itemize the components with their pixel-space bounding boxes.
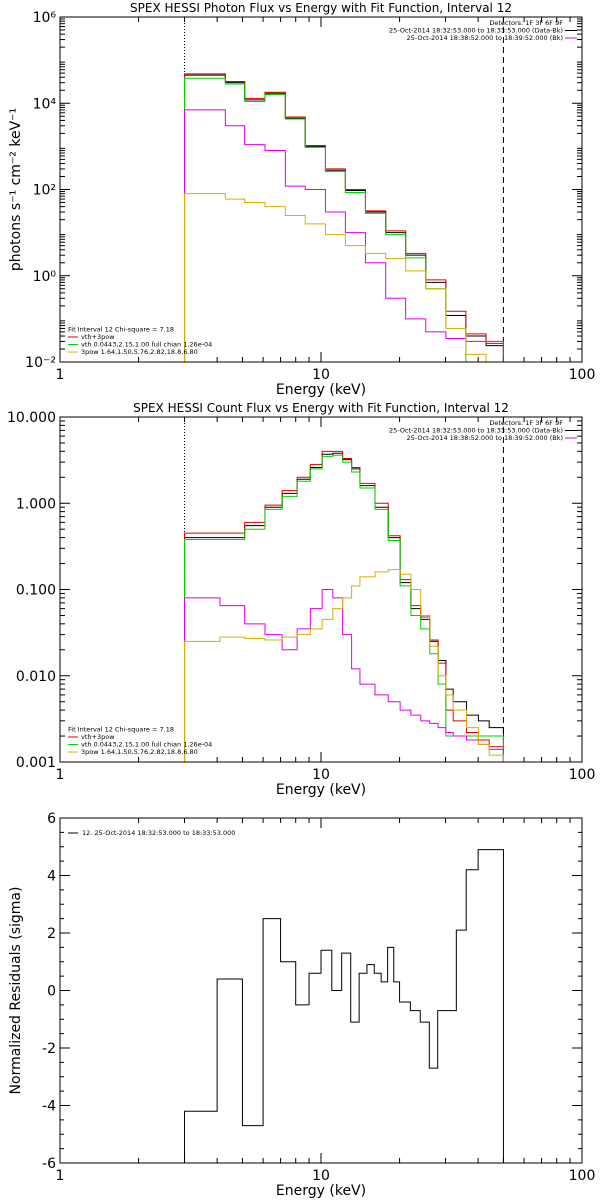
y-tick-label: -2 [42, 1041, 56, 1057]
series-2-line [184, 450, 504, 762]
x-axis-label: Energy (keV) [276, 1183, 366, 1199]
legend-entry: vth 0.0443,2.15,1.00 full chian 1.26e-04 [81, 341, 212, 349]
legend-bottom: Fit Interval 12 Chi-square = 7.18vth+3po… [68, 326, 212, 356]
x-tick-label: 1 [56, 1168, 65, 1184]
legend-bottom: Fit Interval 12 Chi-square = 7.18vth+3po… [68, 726, 212, 756]
y-tick-label: 0.001 [16, 755, 56, 771]
x-tick-label: 10 [312, 1168, 330, 1184]
y-tick-label: 4 [47, 869, 56, 885]
series-group [184, 73, 504, 362]
x-tick-label: 1 [56, 767, 65, 783]
y-axis-label: Normalized Residuals (sigma) [8, 887, 24, 1095]
legend-entry: vth+3pow [81, 333, 115, 341]
series-group [184, 849, 504, 1163]
chart-title: SPEX HESSI Count Flux vs Energy with Fit… [133, 401, 509, 415]
legend-entry: 3pow 1.64,1.50,5.76,2.82,18.8,6.80 [81, 748, 198, 756]
series-5-line [184, 569, 504, 762]
chart-panel-3: 1 10 100 -6 -4 -2 0 2 4 6 Energy (keV) Normalized R… [8, 811, 595, 1199]
x-tick-label: 1 [56, 367, 65, 383]
series-4-line [184, 109, 504, 362]
legend-entry: 12. 25-Oct-2014 18:32:53.000 to 18:33:53… [82, 829, 235, 837]
legend-entry: 25-Oct-2014 18:38:52.000 to 18:39:52.000… [407, 34, 563, 42]
y-tick-label: -4 [42, 1099, 56, 1115]
minor-ticks [60, 417, 582, 762]
series-group [184, 450, 504, 762]
y-tick-label: 0.100 [16, 583, 56, 599]
y-tick-label: 6 [47, 811, 56, 827]
legend-entry: Detectors: 1F 3F 6F 9F [489, 419, 563, 427]
x-axis-label: Energy (keV) [276, 382, 366, 398]
legend-entry: Detectors: 1F 3F 6F 9F [489, 19, 563, 27]
y-tick-label: 0.010 [16, 669, 56, 685]
y-tick-label: 0 [47, 984, 56, 1000]
y-tick-label: 1.000 [16, 496, 56, 512]
x-tick-label: 100 [569, 767, 596, 783]
x-tick-label: 10 [312, 767, 330, 783]
x-tick-label: 10 [312, 367, 330, 383]
series-1-line [184, 74, 504, 362]
legend-entry: Fit Interval 12 Chi-square = 7.18 [68, 326, 174, 334]
y-tick-label: 10⁴ [33, 96, 57, 112]
plot-frame [59, 416, 583, 763]
y-tick-label: 10⁻² [25, 355, 56, 371]
chart-title: SPEX HESSI Photon Flux vs Energy with Fi… [130, 1, 512, 15]
legend-entry: 3pow 1.64,1.50,5.76,2.82,18.8,6.80 [81, 348, 198, 356]
legend-entry: 25-Oct-2014 18:32:53.000 to 18:33:53.000… [389, 27, 563, 35]
legend-top: 12. 25-Oct-2014 18:32:53.000 to 18:33:53… [68, 829, 235, 837]
y-tick-label: 10² [33, 183, 56, 199]
series-1-line [184, 849, 504, 1163]
series-4-line [184, 589, 504, 762]
legend-entry: 25-Oct-2014 18:38:52.000 to 18:39:52.000… [407, 434, 563, 442]
series-3-line [184, 454, 504, 762]
y-tick-label: -6 [42, 1156, 56, 1172]
x-tick-label: 100 [569, 1168, 596, 1184]
y-tick-label: 10⁶ [33, 10, 57, 26]
series-3-line [184, 77, 504, 362]
y-axis-label: photons s⁻¹ cm⁻² keV⁻¹ [8, 108, 24, 271]
legend-entry: vth+3pow [81, 733, 115, 741]
chart-panel-1: SPEX HESSI Photon Flux vs Energy with Fi… [8, 1, 595, 398]
y-tick-label: 2 [47, 926, 56, 942]
plot-frame [59, 817, 583, 1164]
legend-entry: vth 0.0443,2.15,1.00 full chian 1.26e-04 [81, 741, 212, 749]
x-tick-label: 100 [569, 367, 596, 383]
y-tick-label: 10⁰ [33, 269, 57, 285]
x-axis-label: Energy (keV) [276, 782, 366, 798]
series-5-line [184, 193, 504, 362]
chart-panel-2: SPEX HESSI Count Flux vs Energy with Fit… [7, 401, 595, 798]
series-1-line [184, 452, 504, 762]
plot-frame [59, 16, 583, 363]
y-tick-label: 10.000 [7, 410, 56, 426]
legend-entry: Fit Interval 12 Chi-square = 7.18 [68, 726, 174, 734]
legend-entry: 25-Oct-2014 18:32:53.000 to 18:33:53.000… [389, 427, 563, 435]
series-2-line [184, 73, 504, 362]
